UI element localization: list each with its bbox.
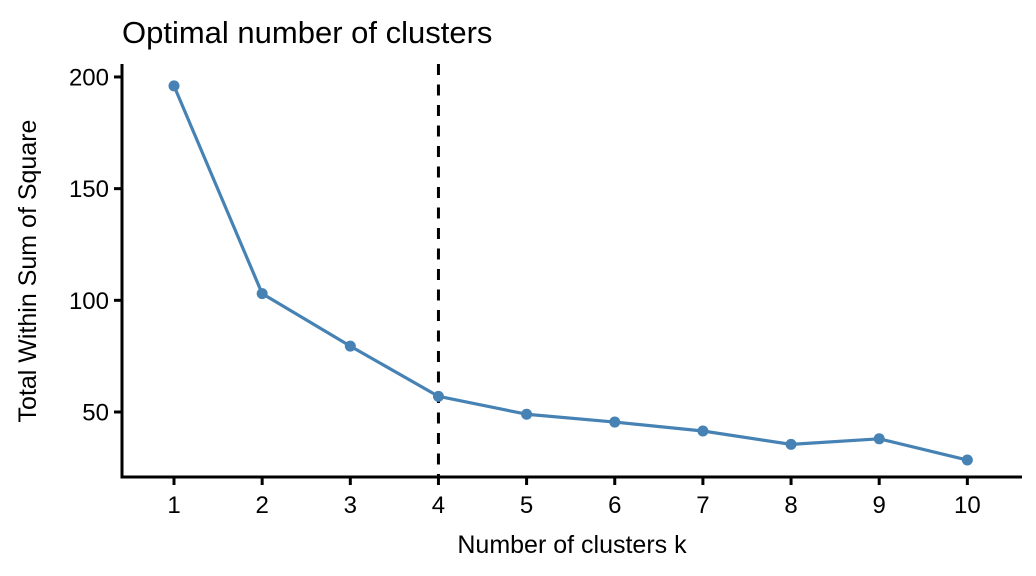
y-tick-label: 100	[69, 288, 109, 315]
x-tick-label: 1	[167, 492, 180, 519]
y-axis: 50 100 150 200	[69, 64, 124, 479]
y-tick-label: 50	[82, 400, 109, 427]
data-point	[697, 425, 709, 437]
wss-line	[172, 85, 968, 462]
data-point	[609, 416, 621, 428]
y-tick-label: 150	[69, 176, 109, 203]
data-point	[432, 390, 444, 402]
x-tick-label: 6	[608, 492, 621, 519]
x-tick-label: 10	[954, 492, 981, 519]
data-point	[521, 408, 533, 420]
x-axis: 1 2 3 4 5 6 7 8 9 10	[120, 475, 1022, 519]
x-tick-label: 3	[344, 492, 357, 519]
chart-title: Optimal number of clusters	[122, 15, 492, 50]
data-point	[785, 438, 797, 450]
x-tick-label: 4	[432, 492, 445, 519]
data-point	[256, 288, 268, 300]
x-tick-label: 8	[784, 492, 797, 519]
x-axis-title: Number of clusters k	[457, 531, 687, 559]
x-tick-label: 7	[696, 492, 709, 519]
data-point	[873, 433, 885, 445]
data-point	[168, 80, 180, 92]
x-tick-label: 9	[873, 492, 886, 519]
y-tick-label: 200	[69, 64, 109, 91]
data-point	[344, 340, 356, 352]
x-tick-label: 2	[255, 492, 268, 519]
wss-line-series	[168, 80, 973, 466]
y-axis-title: Total Within Sum of Square	[14, 120, 42, 423]
data-point	[961, 454, 973, 466]
x-tick-label: 5	[520, 492, 533, 519]
